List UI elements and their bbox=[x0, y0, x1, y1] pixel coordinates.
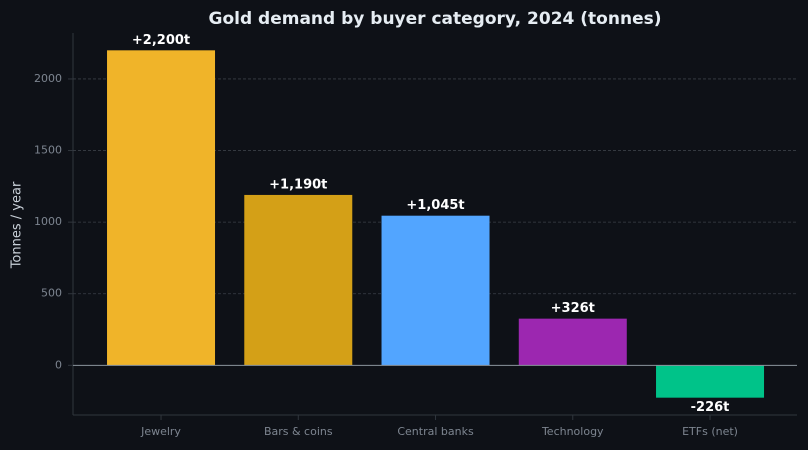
x-tick-label: Jewelry bbox=[140, 425, 181, 438]
bar bbox=[656, 365, 765, 398]
value-label: -226t bbox=[691, 400, 730, 415]
y-tick-label: 2000 bbox=[34, 72, 62, 85]
y-tick-label: 1000 bbox=[34, 215, 62, 228]
x-tick-label: Central banks bbox=[397, 425, 474, 438]
bar bbox=[518, 318, 627, 366]
bar bbox=[381, 215, 490, 366]
x-tick-label: ETFs (net) bbox=[682, 425, 738, 438]
value-label: +326t bbox=[551, 301, 595, 316]
bar bbox=[244, 194, 353, 366]
y-tick-label: 0 bbox=[55, 358, 62, 371]
chart-title: Gold demand by buyer category, 2024 (ton… bbox=[209, 9, 662, 29]
value-label: +2,200t bbox=[132, 33, 190, 48]
bar bbox=[107, 50, 216, 366]
y-tick-label: 500 bbox=[41, 287, 62, 300]
value-label: +1,045t bbox=[406, 198, 464, 213]
x-tick-label: Technology bbox=[541, 425, 604, 438]
y-axis-label: Tonnes / year bbox=[10, 181, 25, 269]
y-tick-label: 1500 bbox=[34, 144, 62, 157]
value-label: +1,190t bbox=[269, 177, 327, 192]
x-tick-label: Bars & coins bbox=[264, 425, 333, 438]
